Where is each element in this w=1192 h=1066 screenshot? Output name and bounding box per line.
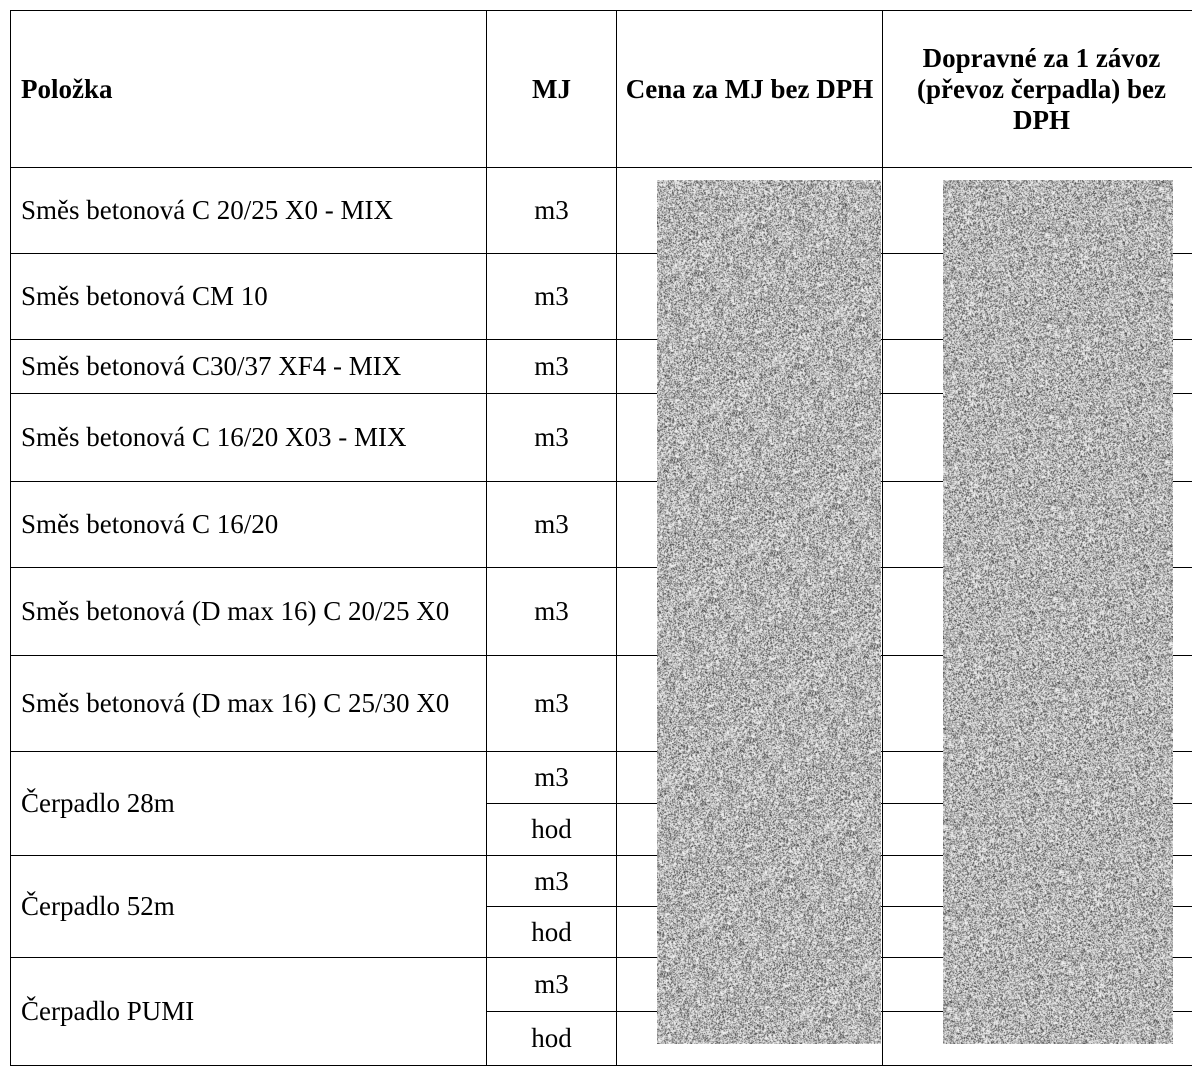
- transport-cell: [883, 168, 1192, 254]
- transport-cell: [883, 856, 1192, 907]
- transport-cell: [883, 394, 1192, 482]
- item-cell: Směs betonová C 16/20: [11, 482, 487, 568]
- unit-cell: hod: [487, 1012, 617, 1066]
- header-item: Položka: [11, 11, 487, 168]
- unit-cell: hod: [487, 907, 617, 958]
- item-cell: Čerpadlo 28m: [11, 752, 487, 856]
- price-cell: [617, 254, 883, 340]
- unit-cell: m3: [487, 568, 617, 656]
- transport-cell: [883, 656, 1192, 752]
- table-header-row: Položka MJ Cena za MJ bez DPH Dopravné z…: [11, 11, 1192, 168]
- table-row: Směs betonová C 16/20 X03 - MIX m3: [11, 394, 1192, 482]
- transport-cell: [883, 340, 1192, 394]
- item-cell: Směs betonová C30/37 XF4 - MIX: [11, 340, 487, 394]
- unit-cell: hod: [487, 804, 617, 856]
- price-cell: [617, 856, 883, 907]
- item-cell: Čerpadlo PUMI: [11, 958, 487, 1066]
- transport-cell: [883, 752, 1192, 804]
- unit-cell: m3: [487, 656, 617, 752]
- transport-cell: [883, 482, 1192, 568]
- unit-cell: m3: [487, 168, 617, 254]
- table-row: Čerpadlo PUMI m3: [11, 958, 1192, 1012]
- header-transport: Dopravné za 1 závoz (převoz čerpadla) be…: [883, 11, 1192, 168]
- table-row: Směs betonová C 16/20 m3: [11, 482, 1192, 568]
- price-cell: [617, 907, 883, 958]
- table-row: Směs betonová C30/37 XF4 - MIX m3: [11, 340, 1192, 394]
- header-price: Cena za MJ bez DPH: [617, 11, 883, 168]
- item-cell: Čerpadlo 52m: [11, 856, 487, 958]
- unit-cell: m3: [487, 958, 617, 1012]
- item-cell: Směs betonová C 20/25 X0 - MIX: [11, 168, 487, 254]
- transport-cell: [883, 958, 1192, 1012]
- transport-cell: [883, 568, 1192, 656]
- item-cell: Směs betonová CM 10: [11, 254, 487, 340]
- item-cell: Směs betonová (D max 16) C 25/30 X0: [11, 656, 487, 752]
- item-cell: Směs betonová (D max 16) C 20/25 X0: [11, 568, 487, 656]
- table-row: Čerpadlo 52m m3: [11, 856, 1192, 907]
- price-cell: [617, 168, 883, 254]
- price-cell: [617, 656, 883, 752]
- unit-cell: m3: [487, 254, 617, 340]
- unit-cell: m3: [487, 856, 617, 907]
- table-row: Směs betonová C 20/25 X0 - MIX m3: [11, 168, 1192, 254]
- transport-cell: [883, 1012, 1192, 1066]
- table-row: Čerpadlo 28m m3: [11, 752, 1192, 804]
- transport-cell: [883, 907, 1192, 958]
- price-cell: [617, 394, 883, 482]
- price-cell: [617, 958, 883, 1012]
- unit-cell: m3: [487, 394, 617, 482]
- price-cell: [617, 752, 883, 804]
- item-cell: Směs betonová C 16/20 X03 - MIX: [11, 394, 487, 482]
- price-cell: [617, 804, 883, 856]
- table-row: Směs betonová CM 10 m3: [11, 254, 1192, 340]
- transport-cell: [883, 804, 1192, 856]
- table-row: Směs betonová (D max 16) C 25/30 X0 m3: [11, 656, 1192, 752]
- table-row: Směs betonová (D max 16) C 20/25 X0 m3: [11, 568, 1192, 656]
- unit-cell: m3: [487, 340, 617, 394]
- unit-cell: m3: [487, 752, 617, 804]
- transport-cell: [883, 254, 1192, 340]
- price-cell: [617, 1012, 883, 1066]
- price-cell: [617, 482, 883, 568]
- price-cell: [617, 568, 883, 656]
- header-unit: MJ: [487, 11, 617, 168]
- price-table: Položka MJ Cena za MJ bez DPH Dopravné z…: [10, 10, 1192, 1066]
- price-cell: [617, 340, 883, 394]
- unit-cell: m3: [487, 482, 617, 568]
